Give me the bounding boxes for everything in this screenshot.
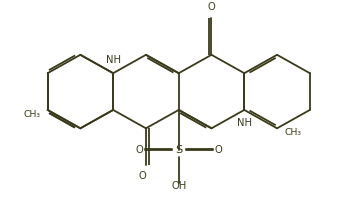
Text: NH: NH [105, 55, 121, 65]
Text: OH: OH [171, 181, 186, 191]
Text: O: O [215, 145, 222, 155]
Text: CH₃: CH₃ [284, 128, 301, 137]
Text: S: S [175, 145, 182, 155]
Text: NH: NH [237, 118, 252, 128]
Text: CH₃: CH₃ [24, 110, 41, 119]
Text: O: O [135, 145, 143, 155]
Text: O: O [138, 171, 146, 181]
Text: O: O [208, 2, 215, 12]
